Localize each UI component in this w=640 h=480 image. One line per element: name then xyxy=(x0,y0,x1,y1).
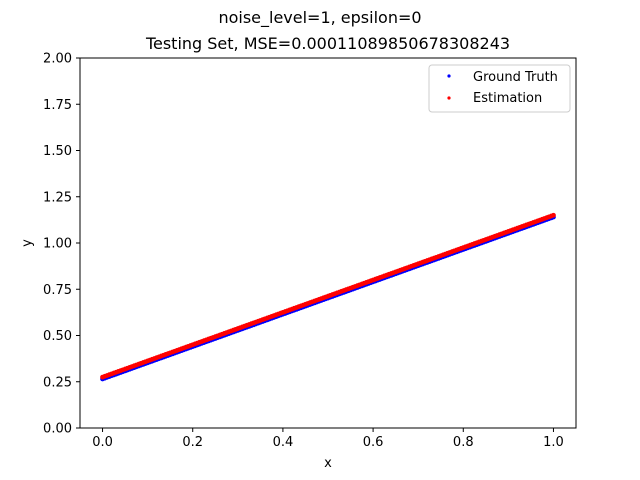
series-estimation xyxy=(100,212,556,380)
y-tick-label: 0.50 xyxy=(43,329,72,344)
y-tick-label: 0.75 xyxy=(43,283,72,298)
x-tick-label: 0.4 xyxy=(273,435,294,450)
x-tick-label: 0.8 xyxy=(453,435,474,450)
data-point-estimation xyxy=(551,212,556,218)
y-tick-label: 1.00 xyxy=(43,237,72,252)
y-tick-label: 1.75 xyxy=(43,98,72,113)
legend-frame xyxy=(428,64,571,113)
y-tick-label: 0.00 xyxy=(43,422,72,437)
x-tick-label: 0.0 xyxy=(92,435,113,450)
legend: Ground Truth Estimation xyxy=(428,64,571,113)
axes-frame xyxy=(79,57,577,429)
y-tick-label: 2.00 xyxy=(43,52,72,67)
x-axis-label: x xyxy=(324,456,332,471)
ticks-layer: 0.0 0.2 0.4 0.6 0.8 1.0 0.00 0.25 0.50 0.75 1.00 1.… xyxy=(43,52,564,451)
legend-marker-estimation xyxy=(447,96,451,100)
legend-label-ground-truth: Ground Truth xyxy=(473,70,558,85)
y-tick-label: 0.25 xyxy=(43,375,72,390)
suptitle: noise_level=1, epsilon=0 xyxy=(218,8,421,28)
chart-title: Testing Set, MSE=0.00011089850678308243 xyxy=(145,34,510,53)
y-axis-label: y xyxy=(20,239,35,247)
legend-label-estimation: Estimation xyxy=(473,91,542,106)
x-tick-label: 0.6 xyxy=(363,435,384,450)
x-tick-label: 0.2 xyxy=(182,435,203,450)
y-tick-label: 1.50 xyxy=(43,144,72,159)
y-tick-label: 1.25 xyxy=(43,190,72,205)
legend-marker-ground-truth xyxy=(447,74,451,78)
x-tick-label: 1.0 xyxy=(543,435,564,450)
points-layer xyxy=(100,212,556,382)
